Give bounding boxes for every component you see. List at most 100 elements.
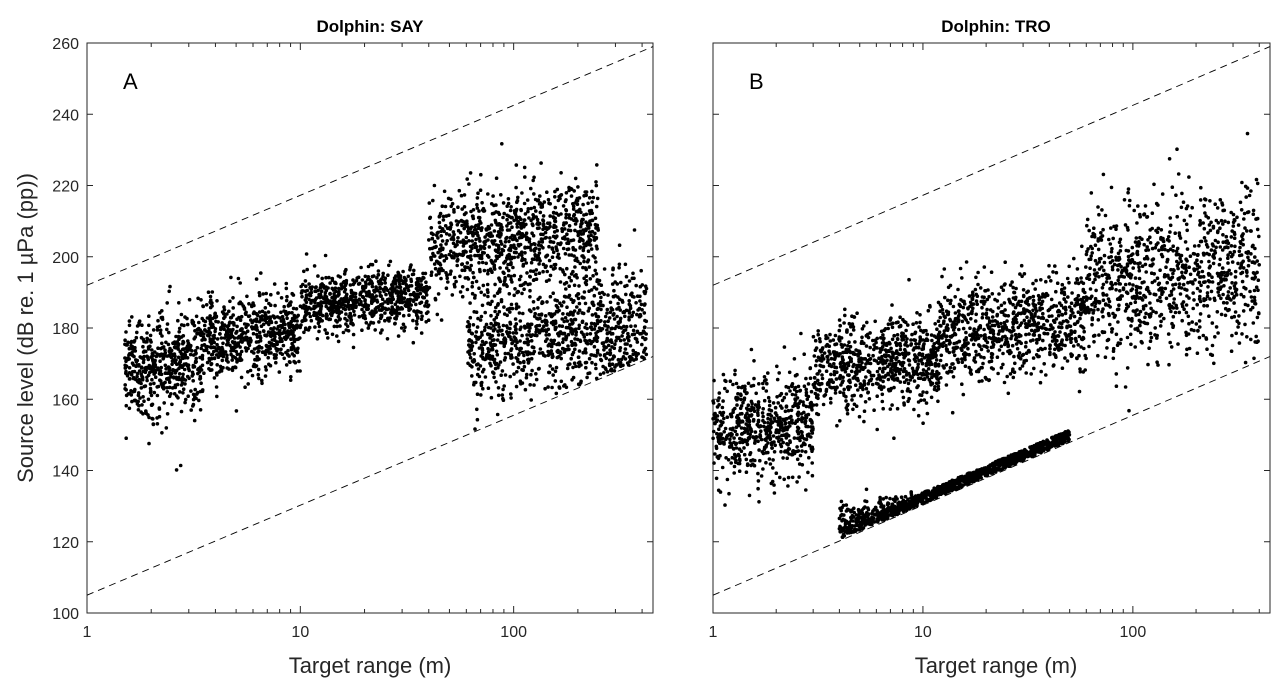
- panel-b-point: [934, 358, 939, 362]
- panel-b-point: [846, 344, 850, 348]
- panel-a-point: [205, 360, 210, 365]
- panel-a-point: [626, 331, 630, 336]
- panel-b-point: [838, 323, 842, 328]
- panel-a-point: [164, 426, 169, 430]
- panel-a-point: [289, 375, 293, 379]
- panel-a-point: [532, 214, 536, 219]
- panel-b-point: [828, 352, 832, 356]
- panel-b-point: [749, 414, 753, 418]
- panel-a-point: [617, 335, 621, 340]
- panel-a-point: [419, 300, 424, 305]
- panel-a-point: [401, 322, 406, 327]
- panel-a-point: [527, 308, 532, 312]
- panel-a-point: [145, 378, 149, 383]
- panel-a-point: [518, 346, 523, 351]
- panel-a-point: [309, 287, 314, 292]
- panel-a-point: [344, 322, 348, 326]
- panel-a-point: [613, 280, 617, 284]
- panel-a-point: [230, 367, 235, 371]
- panel-a-point: [584, 282, 589, 287]
- panel-a-point: [608, 363, 612, 368]
- panel-a-point: [146, 373, 151, 378]
- panel-b-point: [921, 377, 926, 382]
- panel-a-point: [151, 422, 156, 426]
- panel-b-point: [782, 395, 787, 400]
- panel-a-point: [554, 211, 559, 216]
- panel-a-point: [520, 350, 525, 355]
- panel-a-point: [577, 301, 582, 306]
- panel-a-point: [170, 386, 175, 390]
- panel-a-point: [298, 369, 302, 373]
- panel-a-point: [168, 284, 172, 289]
- panel-a-point: [635, 312, 639, 317]
- panel-a-point: [254, 340, 259, 344]
- panel-a-point: [457, 188, 462, 193]
- panel-a-point: [274, 360, 278, 365]
- panel-b-point: [862, 409, 867, 414]
- panel-a-point: [332, 302, 336, 307]
- panel-b-point: [858, 382, 863, 386]
- panel-a-point: [573, 317, 578, 322]
- panel-b-point: [879, 336, 883, 340]
- panel-a-point: [155, 422, 160, 426]
- panel-b-point: [776, 416, 781, 420]
- panel-b-point: [798, 453, 803, 458]
- panel-b-point: [748, 452, 752, 457]
- panel-b-point: [922, 398, 927, 402]
- panel-b-point: [838, 390, 842, 395]
- panel-a-point: [584, 350, 588, 355]
- panel-a-point: [371, 313, 376, 317]
- panel-a-point: [523, 387, 528, 392]
- panel-a-point: [602, 348, 606, 352]
- panel-a-point: [364, 321, 369, 325]
- panel-b-point: [822, 351, 827, 355]
- panel-a-point: [406, 274, 411, 279]
- panel-b-point: [911, 369, 916, 373]
- panel-a-point: [274, 356, 278, 360]
- panel-b-point: [771, 401, 776, 405]
- panel-a-point: [126, 340, 130, 345]
- panel-a-point: [594, 366, 598, 371]
- panel-b-point: [756, 420, 761, 424]
- panel-a-point: [560, 227, 564, 231]
- panel-a-point: [617, 243, 622, 247]
- panel-a-point: [266, 310, 271, 314]
- panel-a-point: [411, 318, 415, 323]
- panel-a-point: [491, 194, 495, 198]
- panel-a-point: [409, 263, 413, 267]
- panel-a-point: [171, 375, 176, 379]
- panel-a-point: [455, 239, 460, 244]
- panel-a-point: [462, 223, 467, 227]
- panel-a-point: [304, 300, 309, 305]
- panel-a-point: [538, 295, 542, 300]
- panel-a-point: [238, 318, 243, 323]
- panel-a-point: [469, 225, 474, 229]
- panel-b-point: [749, 429, 754, 434]
- panel-b-point: [814, 403, 819, 407]
- panel-a-point: [475, 407, 479, 412]
- panel-a-point: [147, 314, 151, 319]
- panel-b-point: [781, 440, 785, 445]
- panel-b-point: [838, 419, 842, 423]
- panel-b-point: [904, 378, 909, 382]
- panel-a-point: [567, 347, 571, 352]
- panel-b-point: [809, 425, 813, 429]
- panel-a-point: [416, 316, 420, 320]
- panel-a-point: [438, 225, 442, 229]
- panel-a-point: [510, 225, 514, 229]
- panel-a-point: [603, 320, 607, 324]
- panel-a-point: [557, 256, 561, 260]
- panel-a-point: [170, 362, 174, 367]
- panel-a-point: [590, 360, 594, 365]
- panel-b-point: [890, 371, 894, 375]
- panel-b-point: [804, 387, 808, 392]
- panel-a-point: [475, 417, 480, 422]
- panel-a-point: [636, 308, 640, 312]
- panel-a-point: [589, 353, 593, 357]
- panel-a-point: [210, 301, 214, 305]
- panel-a-point: [571, 365, 575, 370]
- panel-a-point: [557, 194, 561, 199]
- panel-a-point: [290, 311, 294, 315]
- panel-a-point: [222, 336, 227, 340]
- panel-a-point: [460, 207, 465, 211]
